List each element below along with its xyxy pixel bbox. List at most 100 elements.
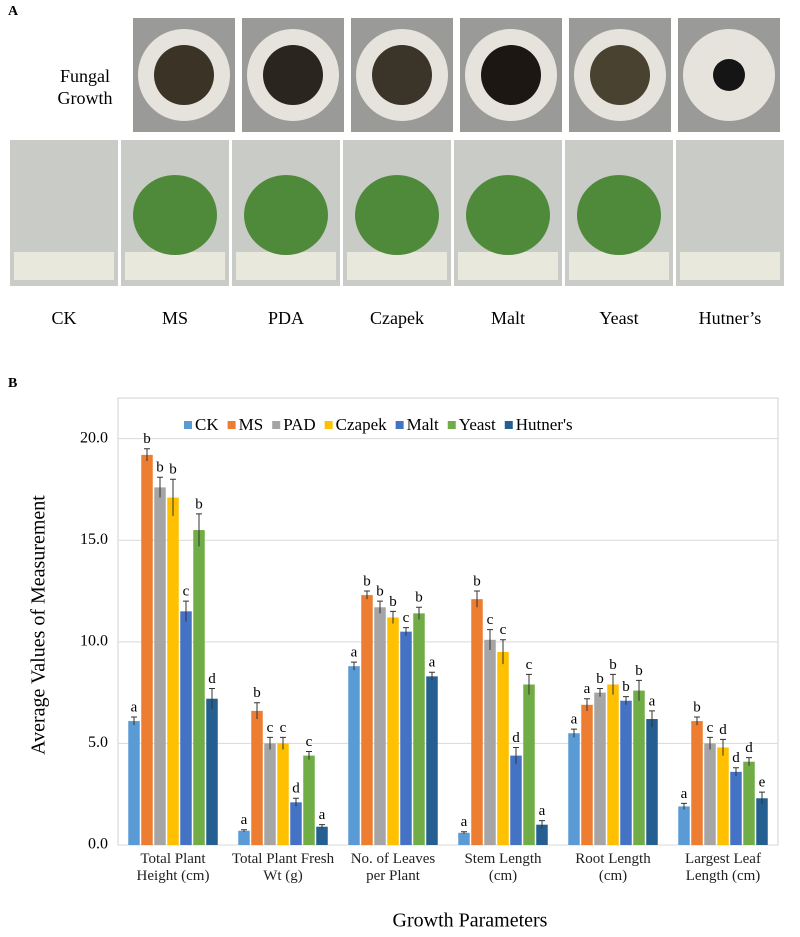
significance-letter: b bbox=[609, 657, 617, 673]
medium bbox=[236, 252, 336, 280]
significance-letter: b bbox=[622, 679, 630, 695]
y-tick-label: 15.0 bbox=[80, 531, 108, 548]
bar bbox=[497, 651, 509, 845]
colony bbox=[590, 45, 650, 105]
legend-swatch bbox=[272, 421, 281, 429]
plant bbox=[577, 175, 661, 255]
fungal-label: Fungal Growth bbox=[58, 66, 113, 108]
significance-letter: a bbox=[461, 814, 468, 830]
bar bbox=[743, 761, 755, 845]
plant bbox=[355, 175, 439, 255]
significance-letter: a bbox=[649, 693, 656, 709]
bar bbox=[193, 530, 205, 845]
legend-swatch bbox=[184, 421, 192, 429]
bar bbox=[633, 690, 645, 845]
fungal-label-line: Growth bbox=[58, 88, 113, 108]
error-bar bbox=[429, 671, 435, 681]
error-bar bbox=[351, 661, 357, 671]
bar bbox=[730, 771, 742, 845]
error-bar bbox=[209, 688, 215, 709]
panel-label: A bbox=[8, 4, 19, 19]
bar bbox=[400, 631, 412, 845]
legend-label: Hutner's bbox=[516, 415, 573, 434]
fungal-label-line: Fungal bbox=[60, 66, 110, 86]
error-bar bbox=[267, 736, 273, 750]
bar bbox=[303, 755, 315, 845]
y-tick-label: 20.0 bbox=[80, 429, 108, 446]
error-bar bbox=[759, 791, 765, 805]
error-bar bbox=[157, 476, 163, 498]
x-tick-label: Total Plant Fresh Wt (g) bbox=[231, 851, 335, 884]
error-bar bbox=[196, 513, 202, 547]
error-bar bbox=[513, 746, 519, 764]
x-tick-label: No. of Leaves per Plant bbox=[350, 851, 436, 884]
plant-label: PDA bbox=[268, 308, 304, 328]
bar bbox=[264, 743, 276, 845]
plant-label: Yeast bbox=[599, 308, 638, 328]
significance-letter: b bbox=[363, 573, 371, 589]
legend-label: Czapek bbox=[336, 415, 387, 434]
error-bar bbox=[241, 829, 247, 832]
error-bar bbox=[610, 673, 616, 695]
medium bbox=[458, 252, 558, 280]
bar bbox=[717, 747, 729, 845]
significance-letter: d bbox=[208, 671, 216, 687]
bar bbox=[251, 710, 263, 845]
legend-label: CK bbox=[195, 415, 219, 434]
error-bar bbox=[636, 679, 642, 701]
significance-letter: d bbox=[732, 750, 740, 766]
bar bbox=[290, 802, 302, 845]
significance-letter: d bbox=[292, 781, 300, 797]
significance-letter: b bbox=[169, 462, 177, 478]
error-bar bbox=[720, 738, 726, 756]
error-bar bbox=[183, 600, 189, 622]
legend-swatch bbox=[504, 421, 513, 429]
bar bbox=[523, 684, 535, 845]
x-tick-label: Total Plant Height (cm) bbox=[136, 851, 210, 884]
significance-letter: c bbox=[487, 612, 494, 628]
legend-label: MS bbox=[239, 415, 264, 434]
bar bbox=[594, 692, 606, 845]
error-bar bbox=[584, 698, 590, 711]
x-tick-label: Root Length (cm) bbox=[575, 851, 651, 884]
medium bbox=[14, 252, 114, 280]
bar bbox=[510, 755, 522, 845]
bar bbox=[348, 666, 360, 845]
legend-label: Yeast bbox=[459, 415, 496, 434]
legend-swatch bbox=[447, 421, 456, 429]
plant-label: Czapek bbox=[370, 308, 424, 328]
error-bar bbox=[306, 751, 312, 760]
legend-swatch bbox=[227, 421, 236, 429]
bar bbox=[128, 721, 140, 845]
significance-letter: b bbox=[389, 594, 397, 610]
error-bar bbox=[746, 757, 752, 766]
bar bbox=[458, 832, 470, 845]
bar bbox=[678, 806, 690, 845]
medium bbox=[347, 252, 447, 280]
legend-swatch bbox=[395, 421, 404, 429]
error-bar bbox=[416, 606, 422, 620]
bar bbox=[581, 704, 593, 845]
error-bar bbox=[500, 639, 506, 665]
bar bbox=[387, 617, 399, 845]
significance-letter: a bbox=[351, 645, 358, 661]
error-bar bbox=[487, 629, 493, 650]
significance-letter: b bbox=[195, 496, 203, 512]
error-bar bbox=[681, 802, 687, 810]
legend-label: PAD bbox=[283, 415, 315, 434]
y-axis-title: Average Values of Measurement bbox=[28, 495, 50, 755]
colony bbox=[481, 45, 541, 105]
colony bbox=[372, 45, 432, 105]
bar bbox=[374, 607, 386, 845]
bar bbox=[704, 743, 716, 845]
significance-letter: a bbox=[429, 655, 436, 671]
error-bar bbox=[131, 716, 137, 726]
bar bbox=[413, 613, 425, 845]
significance-letter: b bbox=[693, 699, 701, 715]
significance-letter: b bbox=[376, 584, 384, 600]
bar bbox=[484, 639, 496, 845]
plant bbox=[133, 175, 217, 255]
bar bbox=[154, 487, 166, 845]
significance-letter: b bbox=[253, 685, 261, 701]
